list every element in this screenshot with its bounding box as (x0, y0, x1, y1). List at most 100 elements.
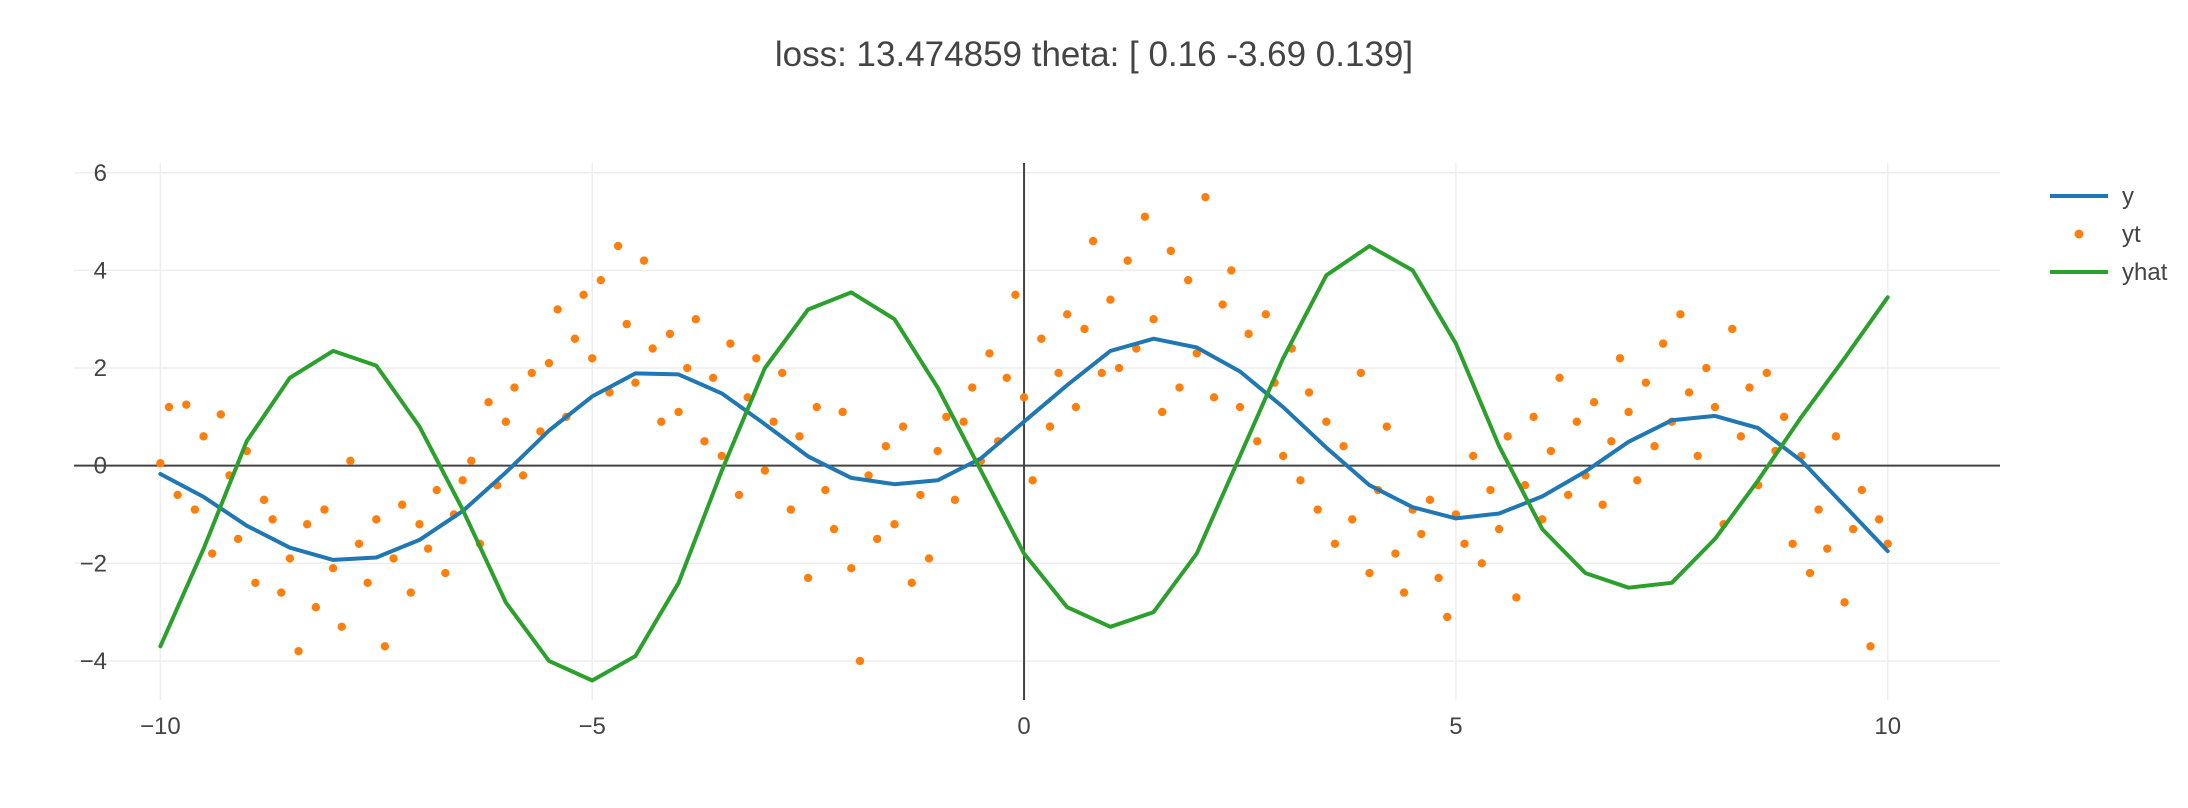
point-yt (1477, 559, 1486, 568)
point-yt (1339, 441, 1348, 451)
x-tick-label: −10 (140, 713, 181, 740)
point-yt (933, 446, 942, 456)
point-yt (251, 578, 260, 588)
point-yt (432, 485, 441, 495)
point-yt (1883, 539, 1892, 548)
point-yt (752, 354, 761, 363)
point-yt (1253, 437, 1262, 446)
legend-item-yhat[interactable]: yhat (2050, 259, 2168, 286)
point-yt (1054, 368, 1063, 378)
point-yt (717, 451, 726, 461)
point-yt (864, 471, 873, 480)
point-yt (1063, 310, 1072, 319)
legend-item-yt[interactable]: yt (2074, 221, 2142, 248)
point-yt (778, 368, 787, 378)
point-yt (648, 344, 657, 353)
point-yt (674, 407, 683, 417)
point-yt (1563, 490, 1573, 500)
point-yt (277, 588, 286, 597)
point-yt (1555, 373, 1564, 382)
point-yt (1011, 290, 1020, 300)
point-yt (1114, 363, 1124, 373)
point-yt (484, 398, 493, 407)
point-yt (760, 466, 770, 475)
y-tick-label: 0 (94, 453, 107, 480)
point-yt (631, 378, 640, 387)
point-yt (942, 412, 951, 422)
point-yt (1330, 539, 1340, 548)
point-yt (1693, 451, 1702, 461)
point-yt (1425, 495, 1435, 505)
point-yt (1728, 324, 1737, 334)
legend-item-y[interactable]: y (2050, 183, 2134, 210)
legend-label: y (2122, 183, 2134, 210)
point-yt (1823, 544, 1832, 553)
point-yt (527, 368, 536, 378)
point-yt (1382, 422, 1391, 431)
point-yt (1227, 266, 1236, 275)
point-yt (1710, 402, 1720, 412)
point-yt (1788, 539, 1797, 548)
point-yt (441, 568, 450, 578)
point-yt (907, 578, 916, 588)
point-yt (1399, 588, 1409, 597)
point-yt (182, 400, 191, 409)
point-yt (898, 422, 908, 431)
point-yt (164, 402, 174, 412)
point-yt (1244, 329, 1253, 339)
point-yt (1304, 388, 1314, 397)
point-yt (1132, 344, 1141, 353)
x-tick-label: 0 (1017, 713, 1030, 740)
point-yt (380, 642, 390, 651)
point-yt (1235, 402, 1245, 412)
line-y (158, 336, 1890, 562)
point-yt (1201, 192, 1210, 202)
point-yt (1633, 476, 1642, 485)
point-yt (734, 490, 744, 500)
point-yt (1322, 417, 1331, 426)
point-yt (1468, 451, 1478, 461)
point-yt (1641, 378, 1651, 387)
point-yt (1520, 481, 1530, 490)
x-tick-label: −5 (579, 713, 606, 740)
point-yt (259, 495, 269, 505)
point-yt (838, 407, 847, 417)
point-yt (769, 417, 778, 426)
point-yt (320, 505, 329, 514)
point-yt (1546, 446, 1556, 456)
point-yt (1123, 256, 1132, 265)
point-yt (968, 383, 977, 392)
point-yt (1356, 368, 1366, 378)
point-yt (803, 573, 813, 583)
point-yt (821, 485, 830, 495)
point-yt (302, 520, 312, 529)
point-yt (1598, 500, 1607, 509)
point-yt (1209, 393, 1219, 402)
point-yt (1218, 300, 1227, 309)
point-yt (1313, 505, 1322, 514)
point-yt (1443, 612, 1452, 622)
point-yt (372, 515, 381, 524)
point-yt (1097, 368, 1106, 378)
point-yt (216, 410, 226, 419)
point-yt (1028, 476, 1037, 485)
point-yt (916, 490, 925, 500)
point-yt (1512, 593, 1521, 602)
legend[interactable]: y yt yhat (2050, 183, 2168, 286)
x-tick-labels: −10 −5 0 5 10 (140, 713, 1901, 740)
point-yt (233, 534, 243, 544)
point-yt (570, 334, 580, 343)
point-yt (579, 290, 588, 300)
point-yt (726, 339, 735, 348)
point-yt (1745, 383, 1754, 392)
legend-label: yhat (2122, 259, 2168, 286)
point-yt (346, 456, 355, 465)
legend-swatch (2074, 229, 2084, 239)
y-tick-labels: −4 −2 0 2 4 6 (80, 160, 107, 675)
point-yt (544, 358, 554, 368)
point-yt (700, 437, 709, 446)
point-yt (1572, 417, 1581, 426)
point-yt (639, 256, 649, 265)
point-yt (1857, 485, 1867, 495)
